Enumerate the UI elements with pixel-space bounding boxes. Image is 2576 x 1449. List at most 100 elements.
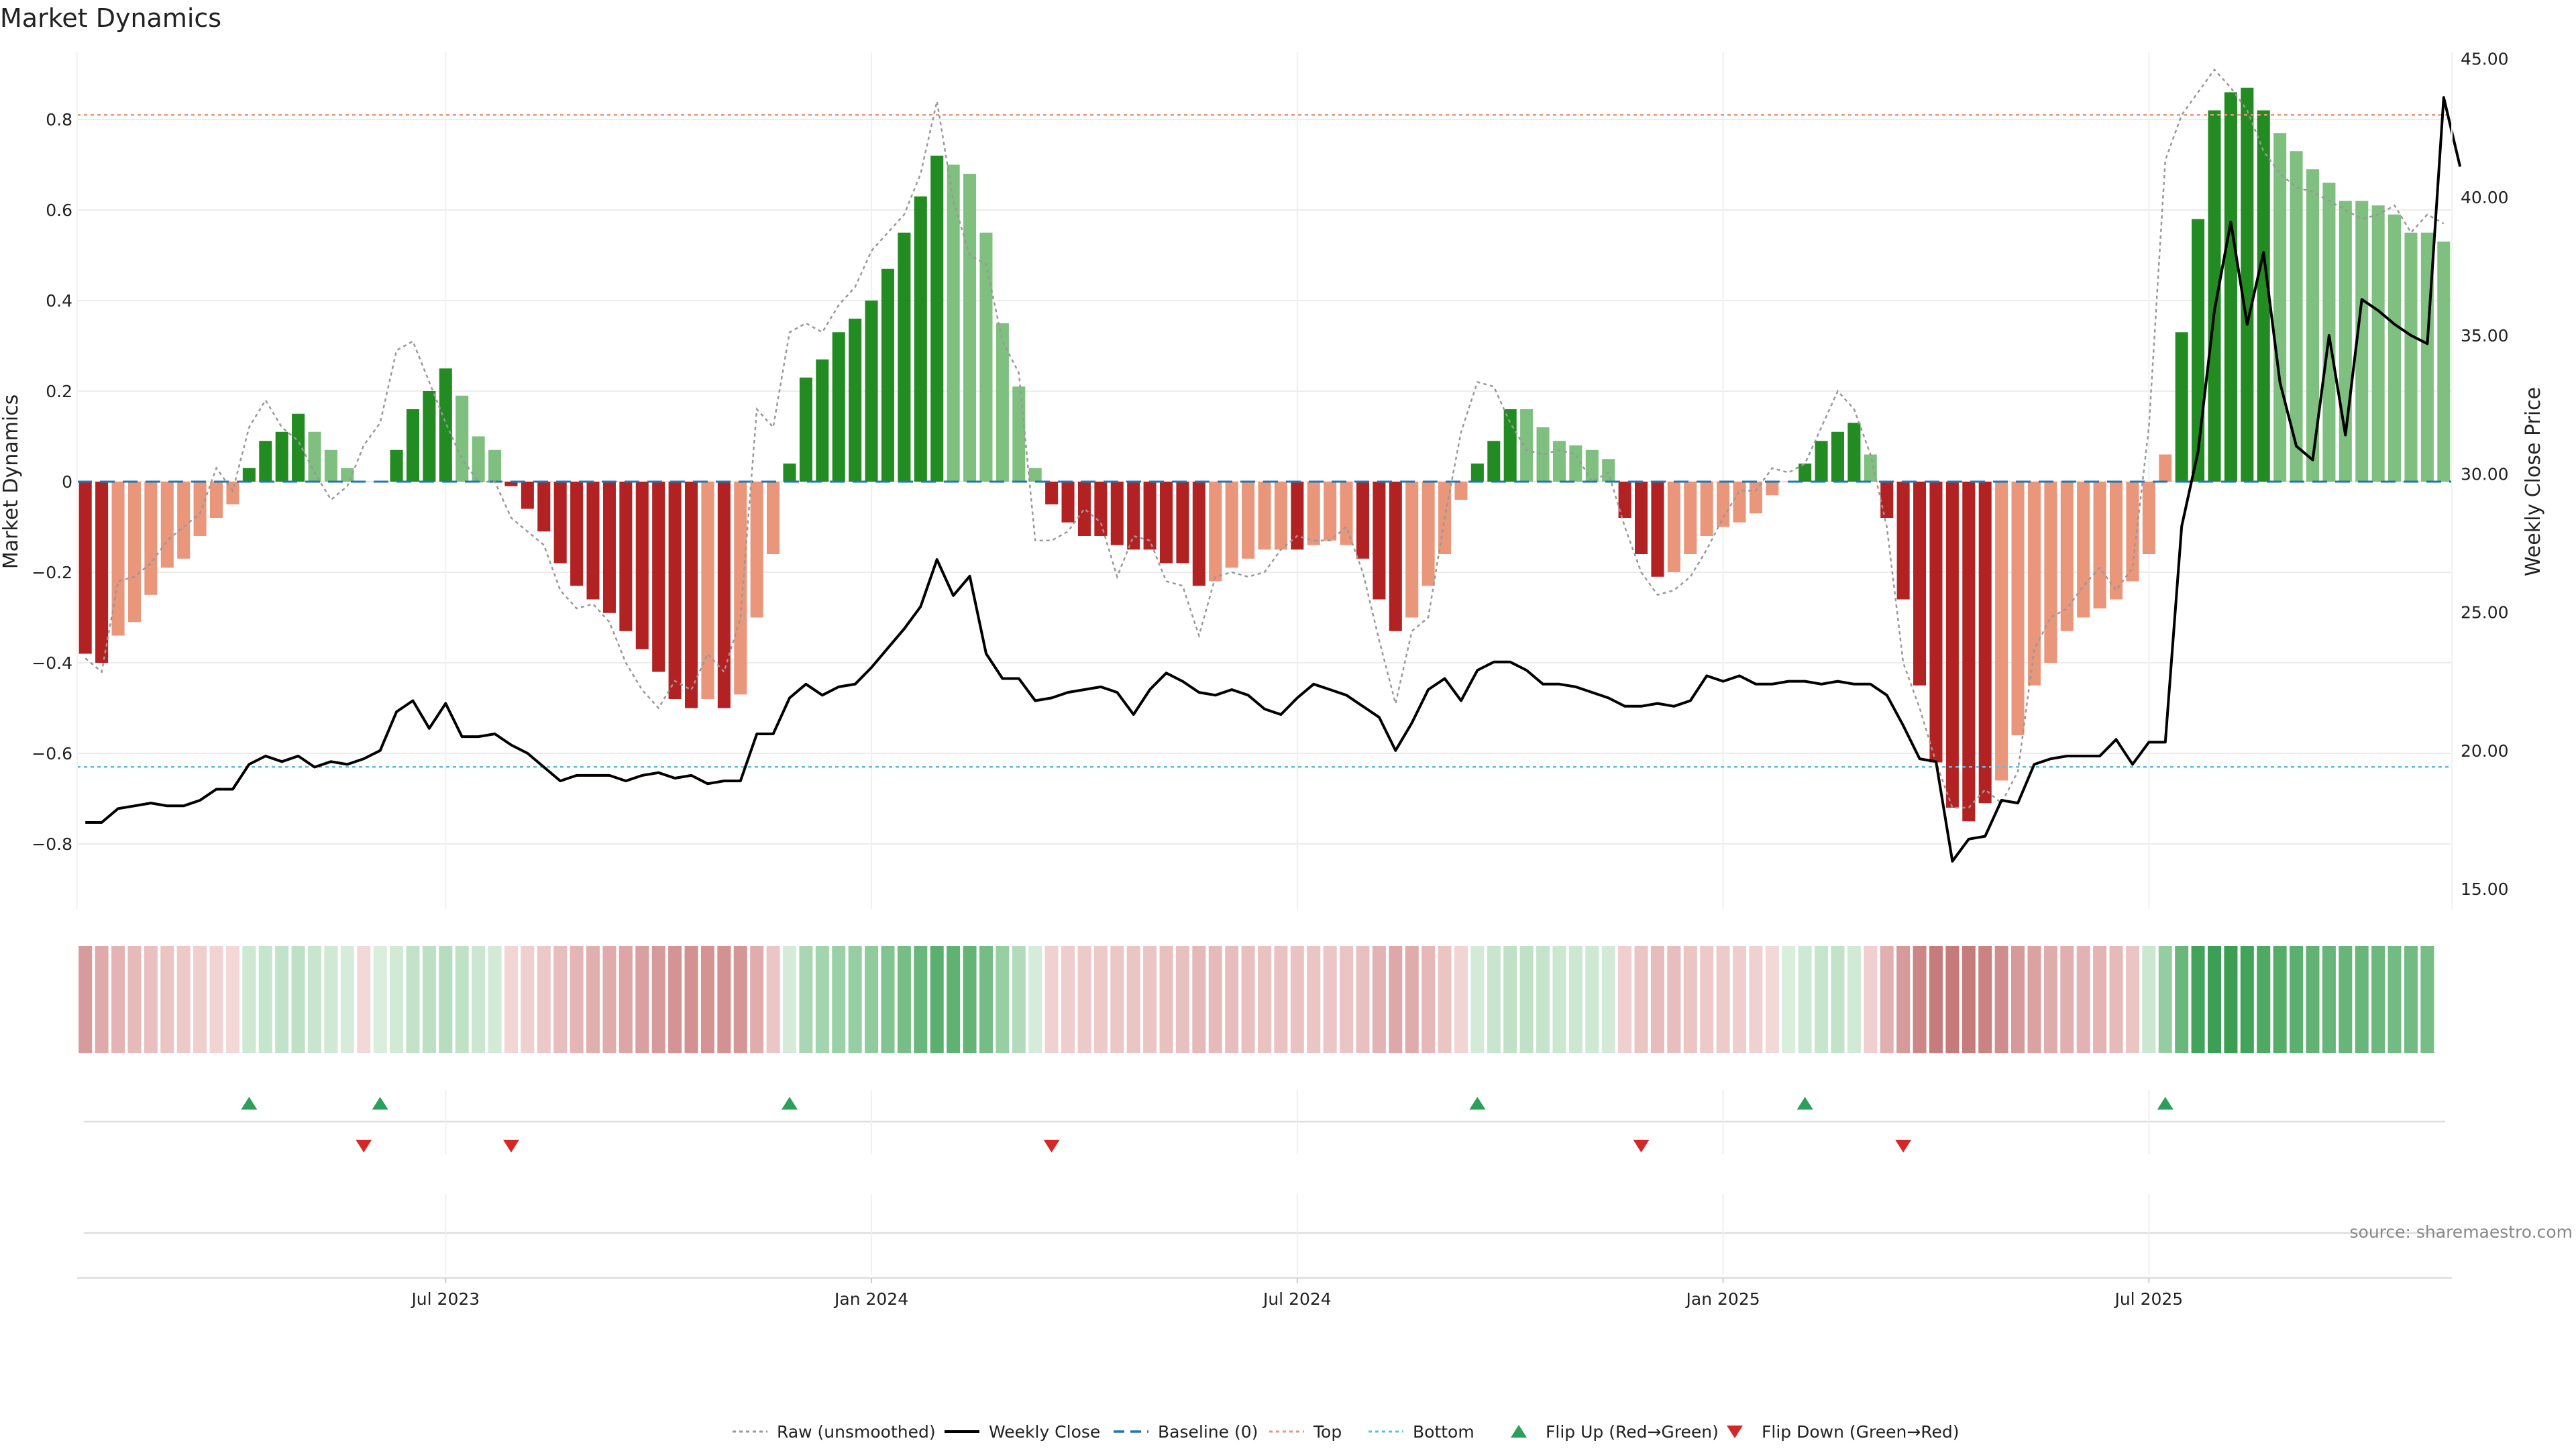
dynamics-bar bbox=[1552, 441, 1566, 482]
flip-up-marker bbox=[372, 1097, 388, 1110]
dynamics-bar bbox=[734, 482, 747, 695]
dynamics-bar bbox=[259, 441, 272, 482]
dynamics-bar bbox=[767, 482, 780, 554]
regime-band-cell bbox=[521, 946, 535, 1053]
regime-band-cell bbox=[2191, 946, 2205, 1053]
left-axis-tick-label: −0.2 bbox=[32, 563, 72, 582]
dynamics-bar bbox=[1602, 459, 1615, 482]
flip-up-marker bbox=[1469, 1097, 1486, 1110]
regime-band-cell bbox=[1700, 946, 1714, 1053]
regime-band-cell bbox=[1847, 946, 1861, 1053]
dynamics-bar bbox=[2175, 332, 2188, 482]
dynamics-bar bbox=[1585, 449, 1599, 482]
regime-band-cell bbox=[799, 946, 813, 1053]
regime-band-cell bbox=[95, 946, 109, 1053]
right-axis-tick-label: 45.00 bbox=[2461, 50, 2509, 69]
regime-band-cell bbox=[2306, 946, 2320, 1053]
flip-down-marker bbox=[1043, 1140, 1060, 1152]
regime-band-cell bbox=[1929, 946, 1943, 1053]
dynamics-bar bbox=[439, 368, 452, 482]
dynamics-bar bbox=[2404, 232, 2418, 482]
dynamics-bar bbox=[979, 232, 993, 482]
regime-band-cell bbox=[750, 946, 764, 1053]
flip-up-marker bbox=[782, 1097, 798, 1110]
dynamics-bar bbox=[1799, 464, 1812, 482]
regime-band-cell bbox=[553, 946, 568, 1053]
flip-down-marker bbox=[1633, 1140, 1650, 1152]
regime-band-cell bbox=[1208, 946, 1222, 1053]
regime-band-cell bbox=[2240, 946, 2254, 1053]
dynamics-bar bbox=[2027, 482, 2041, 686]
regime-band-cell bbox=[1519, 946, 1534, 1053]
dynamics-bar bbox=[619, 482, 633, 631]
dynamics-bar bbox=[1077, 482, 1091, 536]
dynamics-bar bbox=[1110, 482, 1124, 545]
regime-band-cell bbox=[406, 946, 420, 1053]
regime-band-cell bbox=[307, 946, 322, 1053]
dynamics-bar bbox=[2355, 201, 2369, 482]
regime-band-cell bbox=[2355, 946, 2369, 1053]
regime-band-cell bbox=[914, 946, 928, 1053]
dynamics-bar bbox=[193, 482, 207, 536]
dynamics-bar bbox=[1159, 482, 1173, 564]
dynamics-bar bbox=[1749, 482, 1762, 514]
regime-band-cell bbox=[2404, 946, 2418, 1053]
right-axis-tick-label: 35.00 bbox=[2461, 326, 2509, 345]
regime-band-cell bbox=[1978, 946, 1992, 1053]
left-axis-tick-label: 0.2 bbox=[46, 382, 72, 401]
regime-band-cell bbox=[111, 946, 125, 1053]
raw-unsmoothed-line bbox=[85, 68, 2445, 809]
regime-band-cell bbox=[1618, 946, 1632, 1053]
regime-band-cell bbox=[504, 946, 518, 1053]
dynamics-bar bbox=[324, 449, 337, 482]
dynamics-bar bbox=[1864, 454, 1877, 482]
dynamics-bar bbox=[652, 482, 665, 672]
x-axis-tick-label: Jul 2024 bbox=[1262, 1289, 1332, 1309]
regime-band-cell bbox=[1765, 946, 1779, 1053]
dynamics-bar bbox=[816, 359, 829, 482]
dynamics-bar bbox=[783, 464, 796, 482]
dynamics-bar bbox=[1258, 482, 1271, 550]
dynamics-bar bbox=[1127, 482, 1140, 550]
right-axis-tick-label: 15.00 bbox=[2461, 879, 2509, 899]
dynamics-bar bbox=[390, 449, 403, 482]
dynamics-bar bbox=[177, 482, 191, 559]
dynamics-bar bbox=[2224, 92, 2237, 482]
dynamics-bar bbox=[586, 482, 600, 600]
regime-band-cell bbox=[455, 946, 469, 1053]
dynamics-bar bbox=[1012, 386, 1026, 482]
dynamics-bar bbox=[898, 232, 911, 482]
dynamics-bar bbox=[1520, 409, 1534, 482]
regime-band-cell bbox=[668, 946, 682, 1053]
regime-band-cell bbox=[1667, 946, 1681, 1053]
dynamics-bar bbox=[2208, 110, 2221, 482]
regime-band-cell bbox=[209, 946, 223, 1053]
regime-band-cell bbox=[717, 946, 731, 1053]
dynamics-bar bbox=[799, 377, 812, 482]
legend-label: Raw (unsmoothed) bbox=[777, 1422, 936, 1442]
dynamics-bar bbox=[521, 482, 534, 509]
regime-band-cell bbox=[1782, 946, 1796, 1053]
regime-band-cell bbox=[1110, 946, 1124, 1053]
regime-band-cell bbox=[2322, 946, 2336, 1053]
regime-band-cell bbox=[2339, 946, 2353, 1053]
dynamics-bar bbox=[1176, 482, 1189, 564]
dynamics-bar bbox=[1454, 482, 1468, 500]
left-axis-tick-label: −0.8 bbox=[32, 835, 72, 854]
dynamics-bar bbox=[1061, 482, 1075, 523]
dynamics-bar bbox=[1340, 482, 1353, 545]
regime-band-cell bbox=[2109, 946, 2123, 1053]
dynamics-bar bbox=[1815, 441, 1828, 482]
regime-band-cell bbox=[1601, 946, 1615, 1053]
x-axis-tick-label: Jul 2025 bbox=[2113, 1289, 2183, 1309]
regime-band-cell bbox=[1028, 946, 1042, 1053]
dynamics-bar bbox=[1045, 482, 1059, 504]
dynamics-bar bbox=[1634, 482, 1648, 554]
regime-band-cell bbox=[1749, 946, 1763, 1053]
dynamics-bar bbox=[2339, 201, 2352, 482]
regime-band-cell bbox=[2273, 946, 2287, 1053]
regime-band-cell bbox=[1487, 946, 1501, 1053]
regime-band-cell bbox=[144, 946, 158, 1053]
chart-title: Market Dynamics bbox=[0, 3, 221, 33]
dynamics-bar bbox=[1766, 482, 1779, 496]
